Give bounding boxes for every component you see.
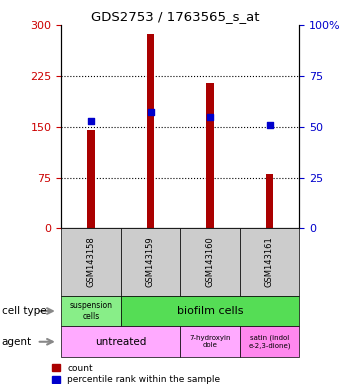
Bar <box>88 130 94 228</box>
Text: GDS2753 / 1763565_s_at: GDS2753 / 1763565_s_at <box>91 10 259 23</box>
Point <box>207 114 213 120</box>
Text: suspension
cells: suspension cells <box>70 301 112 321</box>
Bar <box>206 83 214 228</box>
Text: GSM143160: GSM143160 <box>205 237 215 288</box>
Text: GSM143161: GSM143161 <box>265 237 274 288</box>
Text: satin (indol
e-2,3-dione): satin (indol e-2,3-dione) <box>248 335 291 349</box>
Bar <box>266 174 273 228</box>
Text: cell type: cell type <box>2 306 46 316</box>
Text: GSM143158: GSM143158 <box>86 237 96 288</box>
Point <box>88 118 94 124</box>
Text: agent: agent <box>2 337 32 347</box>
Legend: count, percentile rank within the sample: count, percentile rank within the sample <box>52 364 220 384</box>
Point <box>148 109 153 116</box>
Text: biofilm cells: biofilm cells <box>177 306 243 316</box>
Point <box>267 122 272 128</box>
Text: 7-hydroxyin
dole: 7-hydroxyin dole <box>189 335 231 348</box>
Text: untreated: untreated <box>95 337 146 347</box>
Bar <box>147 34 154 228</box>
Text: GSM143159: GSM143159 <box>146 237 155 287</box>
